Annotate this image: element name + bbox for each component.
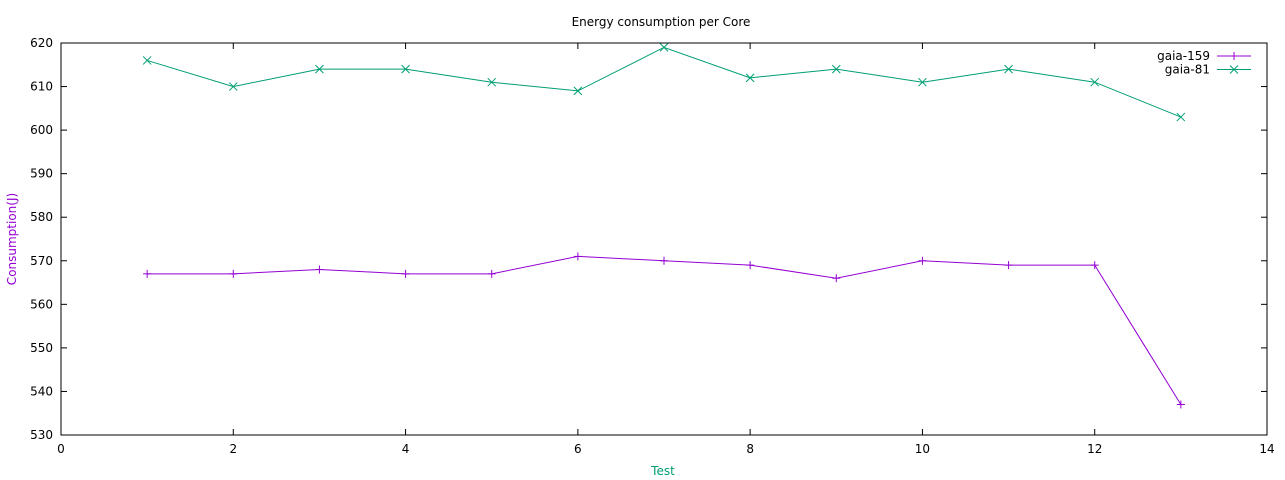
data-point: [918, 77, 927, 87]
legend-marker: [1229, 65, 1239, 74]
x-axis-label: Test: [650, 464, 675, 478]
y-tick-label: 530: [30, 428, 53, 442]
data-point: [745, 73, 755, 83]
y-tick-label: 580: [30, 210, 53, 224]
legend-entry: gaia-81: [1165, 63, 1251, 77]
y-tick-label: 590: [30, 167, 53, 181]
data-point: [143, 269, 152, 278]
data-point: [228, 82, 238, 91]
legend-label: gaia-159: [1157, 49, 1210, 63]
y-tick-label: 610: [30, 80, 53, 94]
data-point: [832, 274, 841, 283]
y-tick-label: 600: [30, 123, 53, 137]
series-gaia-81: [142, 43, 1186, 122]
data-point: [660, 256, 668, 265]
data-point: [229, 269, 238, 278]
data-point: [1090, 261, 1099, 270]
data-point: [659, 43, 669, 52]
data-point: [487, 269, 496, 278]
y-tick-label: 620: [30, 36, 53, 50]
x-tick-label: 0: [57, 442, 65, 456]
legend-marker: [1230, 52, 1238, 60]
data-point: [1004, 261, 1013, 270]
x-tick-label: 12: [1087, 442, 1102, 456]
x-tick-label: 2: [229, 442, 237, 456]
y-tick-label: 560: [30, 297, 53, 311]
data-point: [831, 64, 841, 74]
data-point: [746, 261, 755, 270]
data-point: [573, 86, 583, 96]
x-tick-label: 14: [1259, 442, 1274, 456]
axis-ticks: 0 2 4 6 8 10 12 14 530 540 550 560 570 580 590 600 610 62…: [30, 36, 1275, 456]
data-point: [315, 265, 324, 274]
series-layer: [142, 43, 1186, 409]
data-point: [918, 256, 927, 265]
x-tick-label: 10: [915, 442, 930, 456]
data-point: [1176, 400, 1185, 409]
data-point: [401, 269, 410, 278]
data-point: [1176, 112, 1186, 122]
series-gaia-159: [143, 252, 1185, 409]
data-point: [401, 64, 410, 74]
data-point: [487, 77, 497, 87]
x-tick-label: 6: [574, 442, 582, 456]
y-tick-label: 540: [30, 384, 53, 398]
y-tick-label: 550: [30, 341, 53, 355]
chart-title: Energy consumption per Core: [572, 15, 751, 29]
plot-frame: [60, 42, 1268, 436]
data-point: [142, 56, 152, 65]
data-point: [1004, 64, 1013, 74]
data-point: [1090, 77, 1100, 87]
legend-entry: gaia-159: [1157, 49, 1251, 63]
series-line-gaia-81: [146, 46, 1182, 118]
series-line-gaia-159: [147, 255, 1182, 405]
x-tick-label: 4: [402, 442, 410, 456]
legend-label: gaia-81: [1165, 63, 1210, 77]
x-tick-label: 8: [746, 442, 754, 456]
data-point: [315, 64, 324, 74]
data-point: [573, 252, 582, 261]
y-tick-label: 570: [30, 254, 53, 268]
y-axis-label: Consumption(J): [5, 193, 19, 285]
